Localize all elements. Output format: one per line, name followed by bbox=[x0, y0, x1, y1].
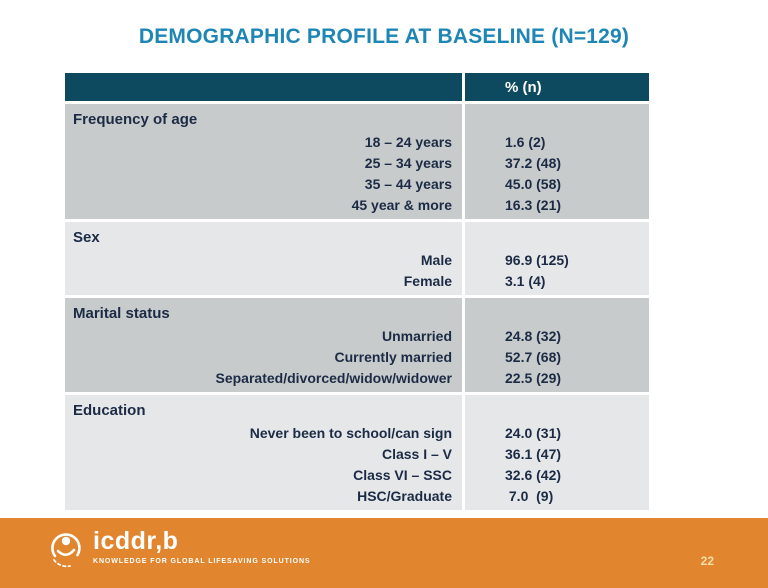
section-value-column: 24.0 (31) 36.1 (47) 32.6 (42) 7.0 (9) bbox=[465, 395, 649, 510]
slide-title: DEMOGRAPHIC PROFILE AT BASELINE (N=129) bbox=[138, 25, 630, 48]
section-frequency-of-age: Frequency of age 18 – 24 years 25 – 34 y… bbox=[65, 104, 649, 219]
row-label: 18 – 24 years bbox=[364, 134, 452, 150]
icddrb-emblem-icon bbox=[46, 527, 86, 574]
section-label-column: Sex Male Female bbox=[65, 222, 462, 295]
value-spacer bbox=[465, 395, 649, 423]
section-value-column: 24.8 (32) 52.7 (68) 22.5 (29) bbox=[465, 298, 649, 392]
footer-bar: icddr,b KNOWLEDGE FOR GLOBAL LIFESAVING … bbox=[0, 518, 768, 588]
section-label-column: Marital status Unmarried Currently marri… bbox=[65, 298, 462, 392]
row-label: Female bbox=[403, 273, 452, 289]
section-label-column: Frequency of age 18 – 24 years 25 – 34 y… bbox=[65, 104, 462, 219]
row-label: Currently married bbox=[334, 349, 452, 365]
logo-text-block: icddr,b KNOWLEDGE FOR GLOBAL LIFESAVING … bbox=[93, 527, 310, 565]
section-marital-status: Marital status Unmarried Currently marri… bbox=[65, 298, 649, 392]
section-title: Marital status bbox=[73, 305, 170, 322]
row-value: 22.5 (29) bbox=[505, 370, 562, 386]
row-label: Class VI – SSC bbox=[353, 467, 452, 483]
logo-tagline: KNOWLEDGE FOR GLOBAL LIFESAVING SOLUTION… bbox=[93, 558, 311, 565]
section-label-column: Education Never been to school/can sign … bbox=[65, 395, 462, 510]
section-title: Sex bbox=[73, 229, 100, 246]
row-label: Class I – V bbox=[381, 446, 452, 462]
row-value: 24.8 (32) bbox=[505, 328, 562, 344]
row-value: 16.3 (21) bbox=[505, 197, 562, 213]
value-spacer bbox=[465, 222, 649, 250]
row-label: Male bbox=[420, 252, 452, 268]
row-value: 96.9 (125) bbox=[505, 252, 569, 268]
row-value: 7.0 (9) bbox=[505, 488, 554, 504]
demographic-table: % (n) Frequency of age 18 – 24 years 25 … bbox=[65, 73, 649, 510]
row-value: 37.2 (48) bbox=[505, 155, 562, 171]
row-value: 24.0 (31) bbox=[505, 425, 562, 441]
row-label: Never been to school/can sign bbox=[249, 425, 452, 441]
section-value-column: 1.6 (2) 37.2 (48) 45.0 (58) 16.3 (21) bbox=[465, 104, 649, 219]
row-value: 32.6 (42) bbox=[505, 467, 562, 483]
row-label: HSC/Graduate bbox=[357, 488, 452, 504]
row-label: 25 – 34 years bbox=[364, 155, 452, 171]
page-number: 22 bbox=[700, 554, 714, 568]
section-title: Education bbox=[73, 402, 146, 419]
row-label: Unmarried bbox=[381, 328, 452, 344]
row-label: 45 year & more bbox=[351, 197, 452, 213]
row-value: 3.1 (4) bbox=[505, 273, 546, 289]
row-value: 45.0 (58) bbox=[505, 176, 562, 192]
logo-wordmark: icddr,b bbox=[93, 527, 179, 555]
value-spacer bbox=[465, 298, 649, 326]
row-value: 1.6 (2) bbox=[505, 134, 546, 150]
section-title: Frequency of age bbox=[73, 111, 198, 128]
table-header-value-cell: % (n) bbox=[465, 73, 649, 101]
section-value-column: 96.9 (125) 3.1 (4) bbox=[465, 222, 649, 295]
row-value: 52.7 (68) bbox=[505, 349, 562, 365]
value-spacer bbox=[465, 104, 649, 132]
table-header-row: % (n) bbox=[65, 73, 649, 101]
section-sex: Sex Male Female 96.9 (125) 3.1 (4) bbox=[65, 222, 649, 295]
row-label: 35 – 44 years bbox=[364, 176, 452, 192]
row-label: Separated/divorced/widow/widower bbox=[215, 370, 453, 386]
row-value: 36.1 (47) bbox=[505, 446, 562, 462]
section-education: Education Never been to school/can sign … bbox=[65, 395, 649, 510]
table-header-label-cell bbox=[65, 73, 462, 101]
icddrb-logo: icddr,b KNOWLEDGE FOR GLOBAL LIFESAVING … bbox=[46, 527, 310, 574]
